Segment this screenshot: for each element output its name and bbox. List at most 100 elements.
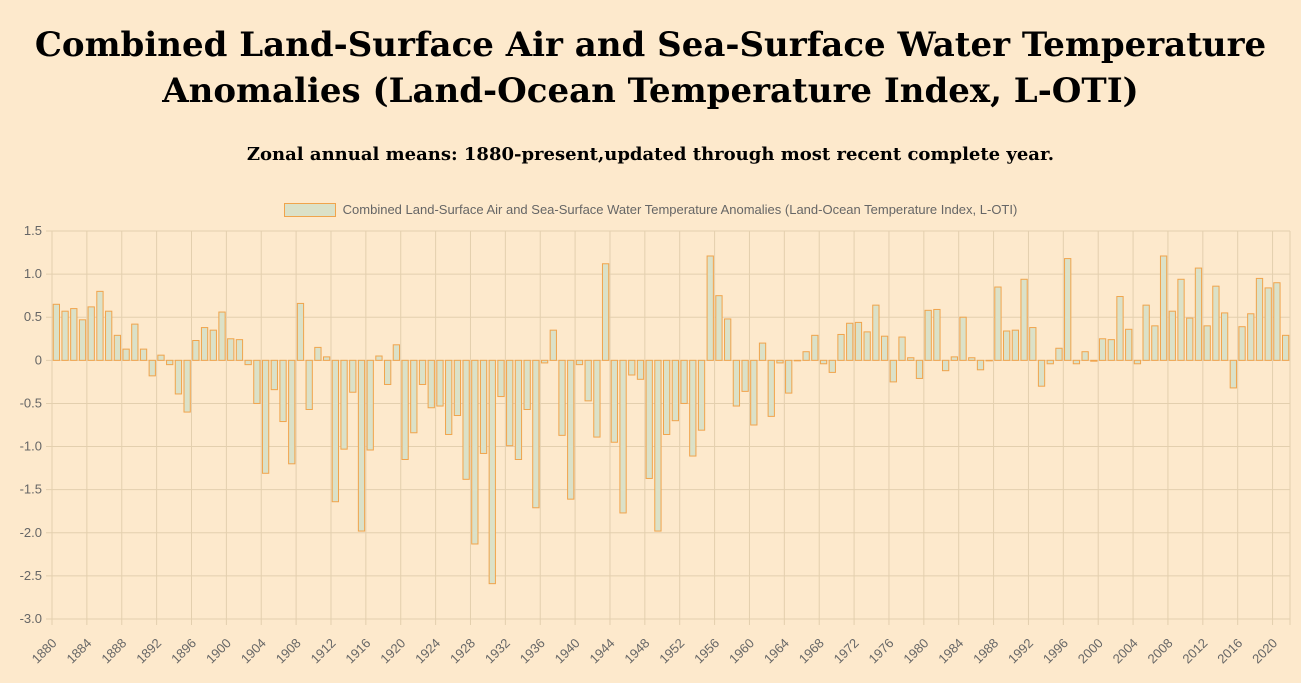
- bar-1949[interactable]: [654, 359, 662, 532]
- bar-1922[interactable]: [418, 359, 427, 385]
- bar-1937[interactable]: [549, 329, 557, 361]
- bar-1951[interactable]: [671, 359, 679, 422]
- bar-2004[interactable]: [1133, 359, 1142, 365]
- bar-1950[interactable]: [663, 359, 671, 435]
- bar-1915[interactable]: [357, 359, 366, 532]
- bar-1905[interactable]: [270, 359, 278, 391]
- bar-1960[interactable]: [750, 359, 758, 426]
- bar-1947[interactable]: [636, 359, 645, 380]
- bar-1945[interactable]: [619, 359, 627, 514]
- bar-2012[interactable]: [1203, 325, 1211, 361]
- bar-2014[interactable]: [1220, 312, 1229, 361]
- bar-1887[interactable]: [113, 334, 122, 361]
- bar-1899[interactable]: [218, 311, 226, 361]
- bar-1995[interactable]: [1055, 347, 1063, 361]
- bar-1972[interactable]: [854, 321, 863, 361]
- bar-1913[interactable]: [340, 359, 348, 450]
- bar-1904[interactable]: [261, 359, 270, 474]
- bar-1943[interactable]: [601, 263, 610, 361]
- bar-1953[interactable]: [689, 359, 697, 457]
- bar-1956[interactable]: [715, 295, 723, 361]
- bar-1948[interactable]: [645, 359, 653, 479]
- bar-1920[interactable]: [401, 359, 409, 460]
- bar-1992[interactable]: [1029, 327, 1037, 361]
- bar-1984[interactable]: [959, 316, 967, 361]
- bar-1976[interactable]: [889, 359, 897, 383]
- bar-1936[interactable]: [540, 359, 549, 364]
- bar-1891[interactable]: [148, 359, 156, 377]
- bar-1902[interactable]: [244, 359, 252, 366]
- bar-1909[interactable]: [305, 359, 313, 410]
- bar-2021[interactable]: [1282, 334, 1290, 361]
- bar-1977[interactable]: [898, 336, 906, 361]
- bar-1884[interactable]: [87, 306, 95, 361]
- bar-1989[interactable]: [1003, 330, 1011, 361]
- bar-1889[interactable]: [131, 323, 139, 361]
- bar-1971[interactable]: [846, 322, 854, 361]
- bar-1946[interactable]: [628, 359, 636, 376]
- bar-1910[interactable]: [314, 346, 322, 361]
- chart-legend[interactable]: Combined Land-Surface Air and Sea-Surfac…: [0, 202, 1301, 217]
- bar-1907[interactable]: [288, 359, 296, 465]
- bar-1890[interactable]: [139, 348, 148, 361]
- bar-2007[interactable]: [1159, 255, 1168, 361]
- bar-1893[interactable]: [166, 359, 174, 366]
- bar-1962[interactable]: [767, 359, 775, 417]
- bar-2018[interactable]: [1255, 277, 1264, 361]
- bar-1978[interactable]: [907, 357, 915, 361]
- bar-1924[interactable]: [436, 359, 444, 407]
- bar-1928[interactable]: [471, 359, 479, 545]
- bar-1900[interactable]: [227, 338, 235, 361]
- bar-1919[interactable]: [392, 344, 401, 361]
- bar-1999[interactable]: [1090, 359, 1098, 362]
- bar-1994[interactable]: [1046, 359, 1054, 365]
- bar-1990[interactable]: [1011, 329, 1020, 361]
- bar-1916[interactable]: [366, 359, 374, 451]
- bar-1998[interactable]: [1081, 351, 1089, 361]
- bar-1897[interactable]: [200, 327, 209, 361]
- bar-1906[interactable]: [279, 359, 287, 423]
- bar-1886[interactable]: [105, 310, 113, 361]
- bar-1979[interactable]: [915, 359, 924, 379]
- bar-2011[interactable]: [1194, 267, 1203, 361]
- bar-1883[interactable]: [78, 319, 87, 361]
- bar-1940[interactable]: [575, 359, 584, 366]
- bar-2020[interactable]: [1273, 282, 1281, 361]
- bar-1931[interactable]: [497, 359, 505, 398]
- bar-1912[interactable]: [331, 359, 339, 503]
- bar-2010[interactable]: [1186, 317, 1194, 361]
- bar-1970[interactable]: [837, 333, 845, 361]
- bar-1888[interactable]: [122, 348, 130, 361]
- bar-1991[interactable]: [1020, 278, 1028, 361]
- bar-1988[interactable]: [994, 286, 1002, 361]
- bar-1969[interactable]: [828, 359, 836, 373]
- bar-1935[interactable]: [532, 359, 540, 509]
- bar-1986[interactable]: [976, 359, 985, 371]
- bar-1894[interactable]: [174, 359, 183, 395]
- bar-2013[interactable]: [1212, 285, 1220, 361]
- bar-1938[interactable]: [558, 359, 566, 436]
- bar-1918[interactable]: [384, 359, 392, 385]
- bar-1923[interactable]: [427, 359, 435, 409]
- bar-2000[interactable]: [1098, 338, 1107, 361]
- bar-1954[interactable]: [697, 359, 706, 431]
- bar-1944[interactable]: [610, 359, 618, 443]
- bar-1885[interactable]: [96, 290, 104, 361]
- bar-1941[interactable]: [584, 359, 592, 402]
- bar-1996[interactable]: [1064, 258, 1072, 361]
- bar-1966[interactable]: [802, 351, 810, 361]
- bar-1914[interactable]: [349, 359, 357, 393]
- bar-1892[interactable]: [157, 354, 165, 361]
- bar-2001[interactable]: [1107, 339, 1115, 361]
- bar-1926[interactable]: [453, 359, 462, 417]
- bar-1959[interactable]: [741, 359, 749, 392]
- bar-1957[interactable]: [724, 318, 732, 361]
- bar-1982[interactable]: [941, 359, 950, 372]
- bar-1917[interactable]: [375, 355, 383, 361]
- bar-1939[interactable]: [567, 359, 575, 500]
- bar-1933[interactable]: [514, 359, 523, 460]
- bar-1952[interactable]: [680, 359, 688, 404]
- bar-1973[interactable]: [863, 331, 871, 361]
- bar-1961[interactable]: [758, 342, 767, 361]
- bar-1955[interactable]: [706, 255, 714, 361]
